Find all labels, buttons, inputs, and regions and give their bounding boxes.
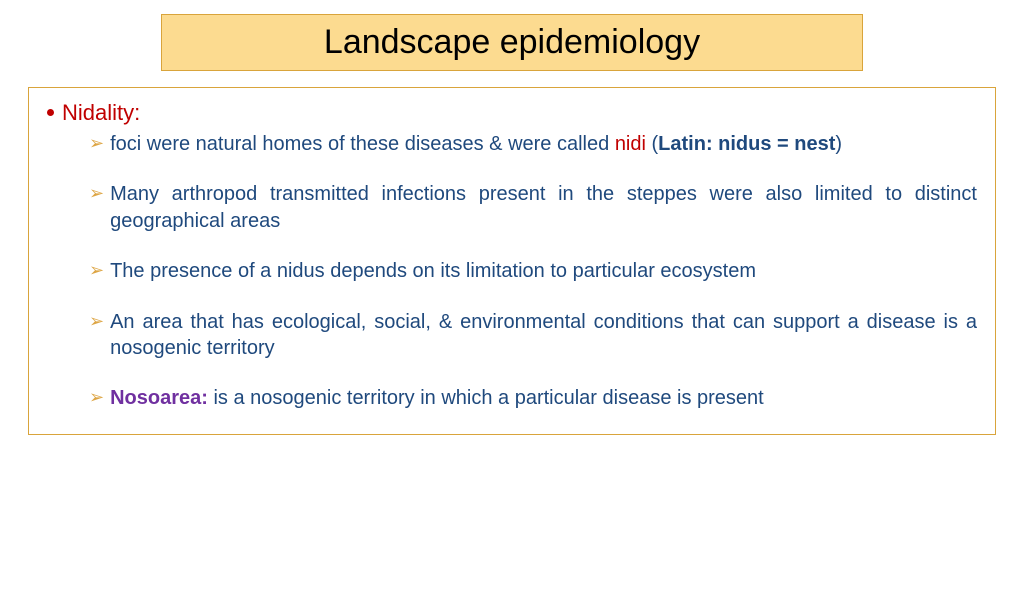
content-box: Nidality: ➢foci were natural homes of th…	[28, 87, 996, 435]
list-item: ➢An area that has ecological, social, & …	[89, 309, 977, 362]
list-item-text: The presence of a nidus depends on its l…	[110, 258, 977, 284]
chevron-right-icon: ➢	[89, 258, 104, 283]
list-item: ➢foci were natural homes of these diseas…	[89, 131, 977, 157]
chevron-right-icon: ➢	[89, 131, 104, 156]
bullet-list: ➢foci were natural homes of these diseas…	[89, 131, 977, 412]
list-item-text: Many arthropod transmitted infections pr…	[110, 181, 977, 234]
chevron-right-icon: ➢	[89, 181, 104, 206]
slide-title-box: Landscape epidemiology	[161, 14, 863, 71]
slide-title: Landscape epidemiology	[324, 23, 700, 61]
list-item: ➢The presence of a nidus depends on its …	[89, 258, 977, 284]
list-item: ➢Nosoarea: is a nosogenic territory in w…	[89, 385, 977, 411]
bullet-dot-icon	[47, 109, 54, 116]
section-label: Nidality:	[62, 98, 140, 127]
chevron-right-icon: ➢	[89, 309, 104, 334]
list-item-text: Nosoarea: is a nosogenic territory in wh…	[110, 385, 977, 411]
section-header: Nidality:	[47, 98, 977, 127]
chevron-right-icon: ➢	[89, 385, 104, 410]
list-item: ➢Many arthropod transmitted infections p…	[89, 181, 977, 234]
list-item-text: An area that has ecological, social, & e…	[110, 309, 977, 362]
list-item-text: foci were natural homes of these disease…	[110, 131, 977, 157]
